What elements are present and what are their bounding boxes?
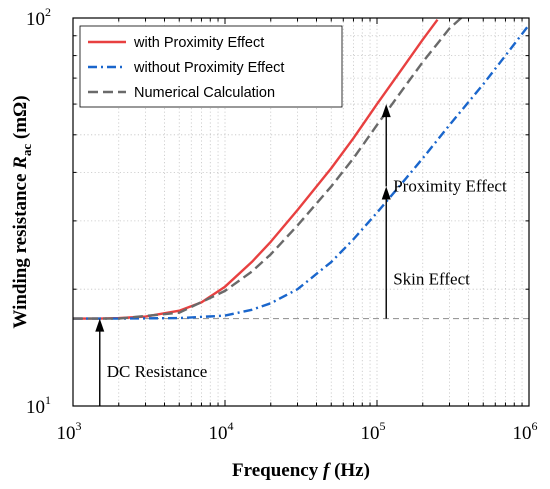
legend-label: Numerical Calculation [134,85,275,101]
y-tick-base: 10 [26,9,45,30]
arrow-head [381,186,391,200]
series-line-numerical-calculation [73,18,463,320]
y-tick-exponent: 1 [45,393,51,407]
x-axis-title-unit: (Hz) [329,460,370,481]
x-tick-base: 10 [57,423,76,444]
annotation-dc-resistance: DC Resistance [107,362,208,381]
x-tick-label: 104 [209,419,234,444]
x-tick-exponent: 4 [228,419,234,433]
series-line-without-proximity-effect [73,24,529,320]
arrow-layer [95,104,391,406]
y-tick-base: 10 [26,397,45,418]
x-tick-label: 106 [513,419,538,444]
series-layer [73,18,529,320]
y-axis-title-sub: ac [19,144,34,157]
x-tick-label: 103 [57,419,82,444]
legend: with Proximity Effect without Proximity E… [79,25,343,108]
x-tick-base: 10 [209,423,228,444]
arrow-head [381,104,391,118]
y-axis-title-var: R [10,156,31,170]
y-axis-title-unit: (mΩ) [10,95,31,143]
annotation-proximity-effect: Proximity Effect [393,177,507,196]
plot-frame [72,17,530,407]
arrow-head [95,318,105,332]
annotation-layer: Proximity Effect Skin Effect DC Resistance [107,177,507,382]
x-tick-exponent: 5 [380,419,386,433]
legend-label: without Proximity Effect [133,60,284,76]
x-axis-title: Frequency f (Hz) [232,460,370,481]
y-axis-title-main: Winding resistance [10,169,31,329]
x-tick-base: 10 [513,423,532,444]
x-tick-label: 105 [361,419,386,444]
y-tick-label: 101 [26,393,51,418]
y-axis-title: Winding resistance Rac (mΩ) [10,95,34,328]
x-tick-base: 10 [361,423,380,444]
x-axis-title-var: f [323,460,331,481]
y-tick-label: 102 [26,5,51,30]
annotation-skin-effect: Skin Effect [393,270,470,289]
x-tick-exponent: 6 [532,419,538,433]
y-tick-exponent: 2 [45,5,51,19]
x-tick-exponent: 3 [76,419,82,433]
legend-box [79,25,343,108]
x-axis-title-main: Frequency [232,460,323,481]
legend-label: with Proximity Effect [133,35,264,51]
